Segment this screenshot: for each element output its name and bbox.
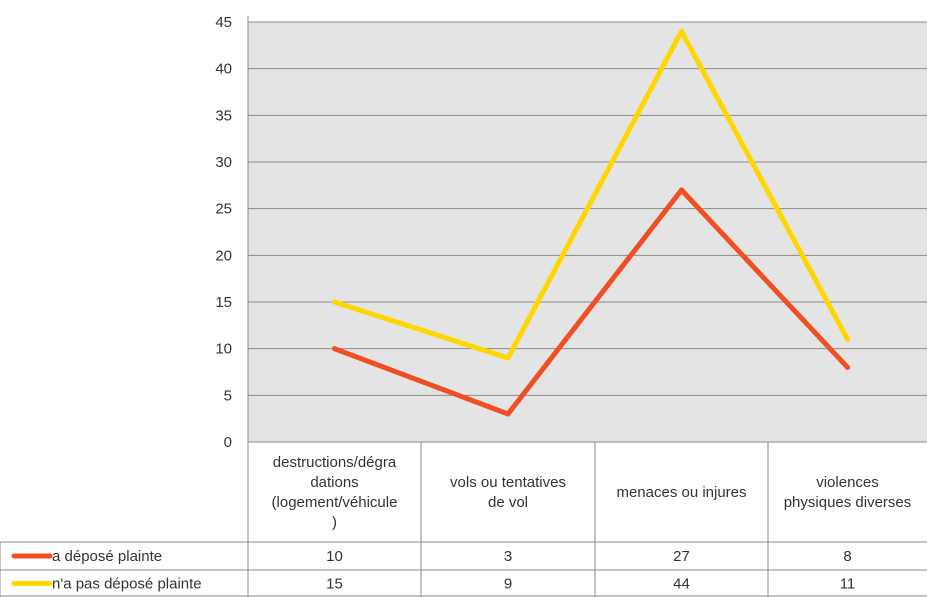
category-label: menaces ou injures bbox=[616, 484, 746, 501]
category-label: physiques diverses bbox=[784, 494, 912, 511]
y-tick-label: 45 bbox=[215, 14, 232, 31]
data-point bbox=[505, 355, 511, 361]
y-tick-label: 30 bbox=[215, 154, 232, 171]
data-point bbox=[845, 336, 850, 342]
table-value: 44 bbox=[673, 576, 690, 593]
y-tick-label: 10 bbox=[215, 341, 232, 358]
y-tick-label: 25 bbox=[215, 201, 232, 218]
data-point bbox=[505, 411, 511, 417]
y-tick-label: 35 bbox=[215, 107, 232, 124]
series-name: a déposé plainte bbox=[52, 548, 162, 565]
data-point bbox=[332, 346, 337, 352]
category-label: destructions/dégra bbox=[273, 454, 397, 471]
table-value: 3 bbox=[504, 548, 512, 565]
data-table: destructions/dégra dations (logement/véhic… bbox=[0, 441, 927, 597]
series-line bbox=[332, 187, 850, 417]
table-value: 27 bbox=[673, 548, 690, 565]
y-tick-label: 0 bbox=[224, 434, 232, 451]
series-lines bbox=[332, 28, 850, 417]
data-point bbox=[679, 28, 684, 34]
table-value: 8 bbox=[843, 548, 851, 565]
y-tick-label: 5 bbox=[224, 387, 232, 404]
table-value: 9 bbox=[504, 576, 512, 593]
plot-area bbox=[248, 22, 927, 442]
y-tick-label: 40 bbox=[215, 61, 232, 78]
table-value: 15 bbox=[326, 576, 343, 593]
y-tick-label: 15 bbox=[215, 294, 232, 311]
y-axis-ticks: 0 5 10 15 20 25 30 35 40 45 bbox=[215, 14, 232, 451]
y-tick-label: 20 bbox=[215, 247, 232, 264]
data-point bbox=[679, 187, 684, 193]
category-label: ) bbox=[332, 514, 337, 531]
category-label: dations bbox=[310, 474, 358, 491]
category-label: de vol bbox=[488, 494, 528, 511]
series-line bbox=[332, 28, 850, 361]
category-label: (logement/véhicule bbox=[272, 494, 398, 511]
table-value: 11 bbox=[840, 576, 856, 593]
series-name: n'a pas déposé plainte bbox=[52, 576, 202, 593]
table-value: 10 bbox=[326, 548, 343, 565]
category-label: vols ou tentatives bbox=[450, 474, 566, 491]
data-point bbox=[845, 364, 850, 370]
data-point bbox=[332, 299, 337, 305]
category-label: violences bbox=[816, 474, 879, 491]
